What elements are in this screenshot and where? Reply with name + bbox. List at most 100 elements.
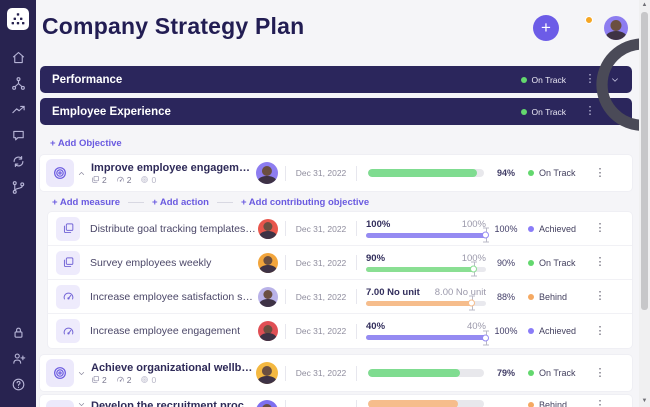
measure-title[interactable]: Increase employee engagement [90, 325, 241, 337]
kebab-menu[interactable]: ⋮ [594, 366, 606, 379]
current-value: 7.00 No unit [366, 286, 420, 298]
sidebar-item-conversations[interactable] [10, 127, 26, 143]
owner-avatar[interactable] [258, 252, 278, 273]
status-dot [520, 76, 527, 83]
sidebar-item-sync[interactable] [10, 153, 26, 169]
progress-percent: 94% [496, 168, 515, 178]
objective-title[interactable]: Develop the recruitment process [91, 400, 256, 407]
status-badge: On Track [528, 168, 588, 178]
measure-row[interactable]: Survey employees weekly Dec 31, 2022 90%… [48, 246, 632, 280]
section-performance[interactable]: Performance On Track ⋮ [40, 66, 632, 93]
measure-row[interactable]: Distribute goal tracking templates for a… [48, 212, 632, 246]
add-contributing-objective-link[interactable]: + Add contributing objective [240, 197, 370, 208]
status-dot [520, 108, 527, 115]
divider [128, 202, 145, 203]
slider-handle[interactable] [482, 231, 489, 239]
measure-title[interactable]: Survey employees weekly [90, 256, 212, 269]
sidebar-item-home[interactable] [10, 49, 26, 65]
owner-avatar[interactable] [258, 218, 278, 239]
add-action-link[interactable]: + Add action [152, 197, 209, 208]
measure-template-icon [56, 250, 80, 275]
objective-title[interactable]: Achieve organizational wellbeing [91, 361, 256, 374]
vertical-scrollbar[interactable]: ▲ ▼ [639, 0, 650, 407]
status-badge: Behind [528, 292, 588, 302]
expand-caret-icon[interactable] [77, 400, 86, 407]
objective-add-links: + Add measure + Add action + Add contrib… [52, 197, 632, 208]
sidebar-item-reports[interactable] [10, 101, 26, 117]
section-status: On Track [520, 107, 566, 117]
measure-template-icon [56, 216, 80, 241]
status-dot [528, 328, 534, 334]
kebab-menu[interactable]: ⋮ [584, 105, 596, 117]
measure-gauge-icon [56, 319, 80, 343]
measure-title[interactable]: Distribute goal tracking templates for a… [90, 222, 258, 235]
scroll-down-icon[interactable]: ▼ [641, 398, 648, 404]
divider [356, 323, 357, 339]
owner-avatar[interactable] [256, 400, 278, 407]
app-logo-icon[interactable] [7, 8, 29, 30]
sidebar-item-security[interactable] [10, 324, 26, 340]
notifications-bell-icon[interactable] [572, 15, 593, 38]
divider [285, 365, 286, 381]
measure-percent: 88% [496, 291, 515, 302]
divider [285, 289, 286, 304]
expand-caret-icon[interactable] [77, 369, 86, 378]
target-value: 100% [461, 218, 486, 230]
slider-handle[interactable] [482, 334, 489, 341]
divider [285, 255, 286, 270]
objective-row[interactable]: Improve employee engagement and... 2 2 0… [40, 155, 632, 191]
scroll-up-icon[interactable]: ▲ [641, 2, 648, 8]
measure-slider[interactable]: 7.00 No unit 8.00 No unit [366, 286, 486, 311]
measure-row[interactable]: Increase employee satisfaction score Dec… [48, 280, 632, 314]
collapse-caret-icon[interactable] [77, 169, 86, 178]
user-avatar[interactable] [604, 16, 628, 40]
status-badge: Behind [528, 400, 588, 407]
objective-counts: 2 2 0 [91, 375, 256, 385]
actions-count: 2 [116, 375, 131, 385]
divider [356, 221, 357, 236]
measure-slider[interactable]: 40% 40% [366, 322, 489, 345]
section-employee-experience[interactable]: Employee Experience On Track ⋮ [40, 98, 632, 125]
owner-avatar[interactable] [256, 162, 278, 184]
scrollbar-thumb[interactable] [641, 12, 648, 310]
slider-handle[interactable] [470, 265, 477, 273]
objective-target-icon [46, 359, 74, 387]
due-date: Dec 31, 2022 [295, 368, 347, 378]
objective-row[interactable]: Develop the recruitment process Behind ⋮ [40, 395, 632, 407]
measure-slider[interactable]: 100% 100% [366, 218, 489, 243]
objective-title[interactable]: Improve employee engagement and... [91, 161, 256, 174]
measures-count: 2 [91, 175, 107, 185]
page-title: Company Strategy Plan [42, 13, 305, 39]
kebab-menu[interactable]: ⋮ [594, 290, 606, 302]
measure-slider[interactable]: 90% 100% [366, 252, 486, 277]
measure-title[interactable]: Increase employee satisfaction score [90, 290, 258, 303]
status-dot [528, 370, 534, 376]
owner-avatar[interactable] [258, 286, 278, 307]
status-badge: Achieved [528, 224, 588, 234]
kebab-menu[interactable]: ⋮ [594, 400, 606, 407]
measure-row[interactable]: Increase employee engagement Dec 31, 202… [48, 314, 632, 348]
divider [285, 221, 286, 236]
kebab-menu[interactable]: ⋮ [594, 166, 606, 179]
kebab-menu[interactable]: ⋮ [584, 73, 596, 85]
add-button[interactable]: + [533, 15, 559, 41]
sidebar-item-invite-user[interactable] [10, 350, 26, 366]
add-measure-link[interactable]: + Add measure [52, 197, 121, 208]
owner-avatar[interactable] [258, 321, 278, 341]
measures-list: Distribute goal tracking templates for a… [48, 212, 632, 348]
due-date: Dec 31, 2022 [295, 257, 347, 268]
kebab-menu[interactable]: ⋮ [594, 324, 606, 337]
kebab-menu[interactable]: ⋮ [594, 222, 606, 234]
owner-avatar[interactable] [256, 362, 278, 384]
sidebar-item-help[interactable] [10, 376, 26, 392]
slider-handle[interactable] [467, 299, 475, 307]
sidebar-item-hierarchy[interactable] [10, 75, 26, 91]
due-date: Dec 31, 2022 [295, 223, 347, 234]
status-dot [528, 225, 534, 232]
current-value: 90% [366, 252, 386, 264]
kebab-menu[interactable]: ⋮ [594, 256, 606, 268]
objective-row[interactable]: Achieve organizational wellbeing 2 2 0 D… [40, 355, 632, 391]
add-objective-link[interactable]: + Add Objective [50, 138, 122, 149]
sidebar-item-alignment[interactable] [10, 179, 26, 195]
search-icon[interactable] [502, 19, 520, 37]
